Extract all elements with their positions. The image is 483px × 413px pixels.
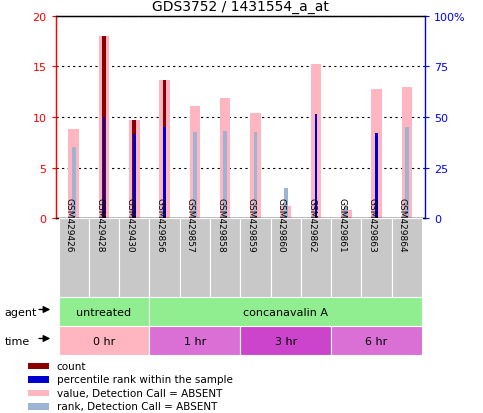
- Bar: [159, 81, 170, 219]
- Bar: [89, 219, 119, 297]
- Bar: [69, 130, 79, 219]
- Bar: [149, 219, 180, 297]
- Bar: [315, 115, 317, 219]
- Text: GSM429862: GSM429862: [307, 198, 316, 252]
- Bar: [241, 219, 270, 297]
- Bar: [371, 89, 382, 219]
- Bar: [401, 88, 412, 219]
- Bar: [163, 81, 167, 219]
- Bar: [344, 208, 348, 219]
- Bar: [331, 326, 422, 355]
- Bar: [72, 148, 75, 219]
- Bar: [361, 219, 392, 297]
- Text: GSM429430: GSM429430: [125, 198, 134, 252]
- Bar: [180, 219, 210, 297]
- Bar: [375, 134, 378, 219]
- Bar: [58, 297, 149, 326]
- Bar: [210, 219, 241, 297]
- Text: 6 hr: 6 hr: [366, 336, 388, 346]
- Bar: [58, 326, 149, 355]
- Bar: [301, 219, 331, 297]
- Text: 1 hr: 1 hr: [184, 336, 206, 346]
- Text: rank, Detection Call = ABSENT: rank, Detection Call = ABSENT: [57, 401, 217, 411]
- Bar: [375, 134, 378, 219]
- Bar: [392, 219, 422, 297]
- Text: GSM429859: GSM429859: [246, 198, 256, 252]
- Bar: [132, 121, 136, 219]
- Text: GSM429856: GSM429856: [156, 198, 165, 252]
- Bar: [28, 389, 49, 396]
- Text: GSM429860: GSM429860: [277, 198, 286, 252]
- Bar: [241, 326, 331, 355]
- Bar: [220, 98, 230, 219]
- Text: 3 hr: 3 hr: [275, 336, 297, 346]
- Text: percentile rank within the sample: percentile rank within the sample: [57, 375, 233, 385]
- Bar: [149, 326, 241, 355]
- Bar: [149, 297, 422, 326]
- Bar: [28, 403, 49, 410]
- Bar: [405, 128, 409, 219]
- Text: 0 hr: 0 hr: [93, 336, 115, 346]
- Bar: [284, 188, 287, 219]
- Bar: [254, 133, 257, 219]
- Bar: [250, 114, 261, 219]
- Bar: [223, 132, 227, 219]
- Bar: [102, 37, 106, 219]
- Text: untreated: untreated: [76, 307, 131, 317]
- Bar: [103, 118, 105, 219]
- Bar: [58, 219, 89, 297]
- Bar: [341, 211, 352, 219]
- Text: GSM429863: GSM429863: [368, 198, 377, 252]
- Text: GSM429861: GSM429861: [337, 198, 346, 252]
- Bar: [99, 37, 109, 219]
- Text: value, Detection Call = ABSENT: value, Detection Call = ABSENT: [57, 388, 222, 398]
- Title: GDS3752 / 1431554_a_at: GDS3752 / 1431554_a_at: [152, 0, 329, 14]
- Bar: [193, 133, 197, 219]
- Bar: [189, 107, 200, 219]
- Bar: [270, 219, 301, 297]
- Bar: [311, 65, 321, 219]
- Text: count: count: [57, 361, 86, 371]
- Bar: [119, 219, 149, 297]
- Text: GSM429864: GSM429864: [398, 198, 407, 252]
- Bar: [129, 121, 140, 219]
- Text: GSM429857: GSM429857: [186, 198, 195, 252]
- Bar: [281, 207, 291, 219]
- Bar: [28, 363, 49, 369]
- Bar: [331, 219, 361, 297]
- Text: GSM429428: GSM429428: [95, 198, 104, 252]
- Text: concanavalin A: concanavalin A: [243, 307, 328, 317]
- Text: agent: agent: [5, 307, 37, 317]
- Text: GSM429426: GSM429426: [65, 198, 74, 252]
- Bar: [133, 135, 136, 219]
- Bar: [163, 128, 166, 219]
- Text: GSM429858: GSM429858: [216, 198, 225, 252]
- Text: time: time: [5, 336, 30, 346]
- Bar: [28, 376, 49, 383]
